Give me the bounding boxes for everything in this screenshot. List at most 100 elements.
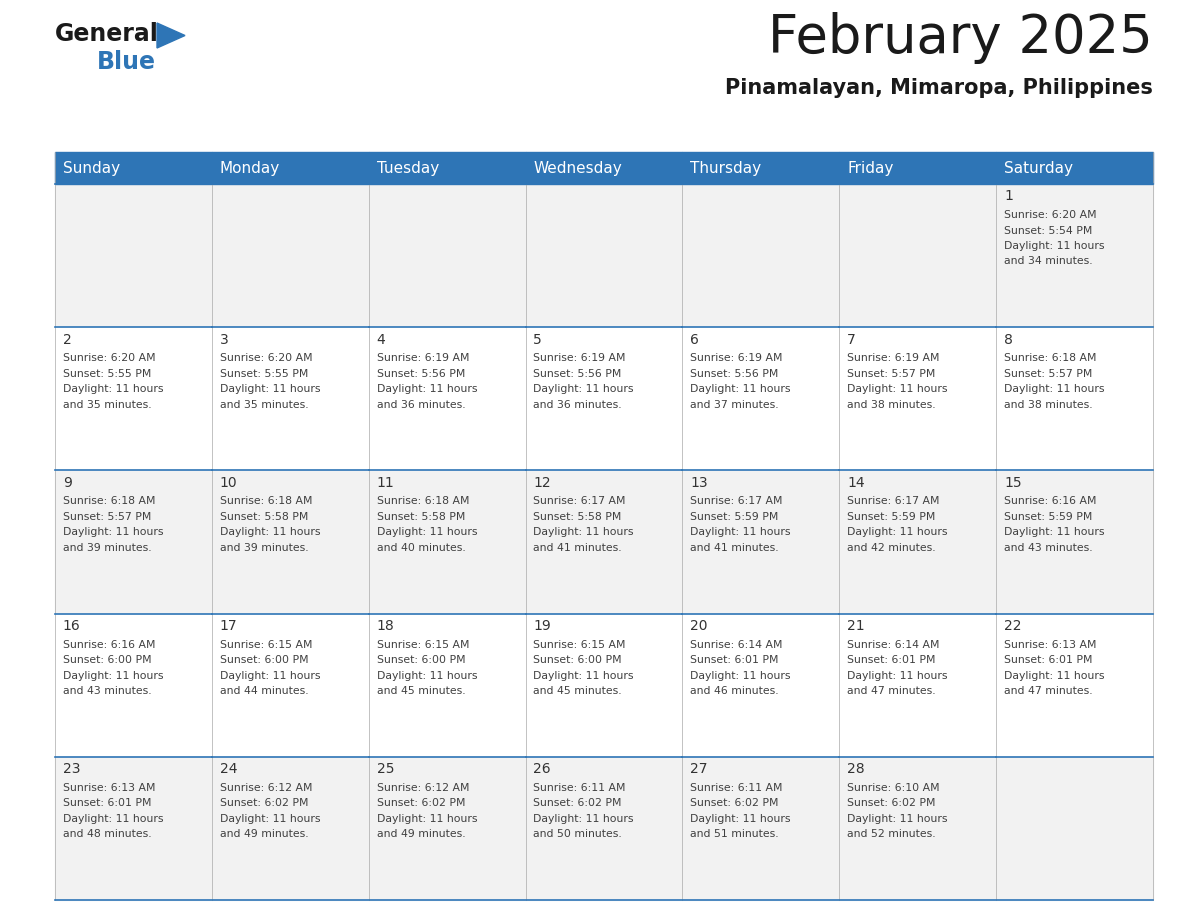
Text: Daylight: 11 hours: Daylight: 11 hours (690, 528, 791, 537)
Text: Sunrise: 6:12 AM: Sunrise: 6:12 AM (377, 783, 469, 793)
Text: Sunset: 5:57 PM: Sunset: 5:57 PM (63, 512, 151, 522)
Text: Sunrise: 6:16 AM: Sunrise: 6:16 AM (1004, 497, 1097, 507)
Text: Sunrise: 6:10 AM: Sunrise: 6:10 AM (847, 783, 940, 793)
Text: Sunrise: 6:15 AM: Sunrise: 6:15 AM (220, 640, 312, 650)
Text: 7: 7 (847, 332, 855, 347)
Text: Sunset: 5:58 PM: Sunset: 5:58 PM (220, 512, 308, 522)
Text: Sunset: 6:02 PM: Sunset: 6:02 PM (533, 799, 621, 809)
Text: 20: 20 (690, 619, 708, 633)
Text: Daylight: 11 hours: Daylight: 11 hours (533, 385, 634, 394)
Text: Daylight: 11 hours: Daylight: 11 hours (63, 385, 163, 394)
Text: Sunset: 5:56 PM: Sunset: 5:56 PM (377, 369, 465, 379)
Text: and 47 minutes.: and 47 minutes. (847, 686, 936, 696)
Text: 18: 18 (377, 619, 394, 633)
Text: and 35 minutes.: and 35 minutes. (220, 399, 309, 409)
Bar (55, 152, 211, 184)
Text: Sunset: 6:02 PM: Sunset: 6:02 PM (690, 799, 779, 809)
Text: Sunrise: 6:19 AM: Sunrise: 6:19 AM (847, 353, 940, 364)
Text: Sunrise: 6:18 AM: Sunrise: 6:18 AM (220, 497, 312, 507)
Text: 11: 11 (377, 476, 394, 490)
Text: and 52 minutes.: and 52 minutes. (847, 829, 936, 839)
Text: Daylight: 11 hours: Daylight: 11 hours (377, 813, 478, 823)
Bar (525, 184, 682, 327)
Text: and 38 minutes.: and 38 minutes. (1004, 399, 1093, 409)
Text: Daylight: 11 hours: Daylight: 11 hours (1004, 385, 1105, 394)
Text: and 49 minutes.: and 49 minutes. (220, 829, 309, 839)
Text: 12: 12 (533, 476, 551, 490)
Text: Sunrise: 6:14 AM: Sunrise: 6:14 AM (847, 640, 940, 650)
Bar (839, 152, 997, 184)
Text: Daylight: 11 hours: Daylight: 11 hours (1004, 528, 1105, 537)
Text: Sunset: 5:57 PM: Sunset: 5:57 PM (847, 369, 935, 379)
Bar (997, 470, 1154, 613)
Bar (525, 470, 682, 613)
Text: and 45 minutes.: and 45 minutes. (533, 686, 623, 696)
Text: and 36 minutes.: and 36 minutes. (377, 399, 466, 409)
Text: Daylight: 11 hours: Daylight: 11 hours (690, 813, 791, 823)
Bar (682, 152, 839, 184)
Text: Sunset: 6:01 PM: Sunset: 6:01 PM (690, 655, 779, 666)
Text: Wednesday: Wednesday (533, 161, 623, 175)
Text: Daylight: 11 hours: Daylight: 11 hours (1004, 241, 1105, 251)
Text: and 39 minutes.: and 39 minutes. (63, 543, 151, 553)
Text: Sunset: 5:55 PM: Sunset: 5:55 PM (63, 369, 151, 379)
Bar (211, 756, 368, 900)
Text: 4: 4 (377, 332, 385, 347)
Text: Sunrise: 6:19 AM: Sunrise: 6:19 AM (377, 353, 469, 364)
Bar (525, 613, 682, 756)
Bar (525, 152, 682, 184)
Text: Daylight: 11 hours: Daylight: 11 hours (63, 671, 163, 680)
Bar (211, 152, 368, 184)
Text: 16: 16 (63, 619, 81, 633)
Bar (839, 327, 997, 470)
Text: Daylight: 11 hours: Daylight: 11 hours (377, 671, 478, 680)
Text: Sunset: 6:01 PM: Sunset: 6:01 PM (63, 799, 151, 809)
Text: and 38 minutes.: and 38 minutes. (847, 399, 936, 409)
Text: Sunrise: 6:11 AM: Sunrise: 6:11 AM (533, 783, 626, 793)
Text: 25: 25 (377, 762, 394, 777)
Text: Sunrise: 6:19 AM: Sunrise: 6:19 AM (690, 353, 783, 364)
Bar (682, 756, 839, 900)
Text: 3: 3 (220, 332, 228, 347)
Text: Sunrise: 6:17 AM: Sunrise: 6:17 AM (533, 497, 626, 507)
Text: and 51 minutes.: and 51 minutes. (690, 829, 779, 839)
Text: Daylight: 11 hours: Daylight: 11 hours (847, 385, 948, 394)
Bar (682, 613, 839, 756)
Text: 14: 14 (847, 476, 865, 490)
Text: Sunset: 5:59 PM: Sunset: 5:59 PM (690, 512, 778, 522)
Bar (55, 756, 211, 900)
Text: Sunrise: 6:12 AM: Sunrise: 6:12 AM (220, 783, 312, 793)
Text: Daylight: 11 hours: Daylight: 11 hours (377, 528, 478, 537)
Text: and 42 minutes.: and 42 minutes. (847, 543, 936, 553)
Bar (682, 184, 839, 327)
Bar (525, 327, 682, 470)
Text: Daylight: 11 hours: Daylight: 11 hours (690, 671, 791, 680)
Text: Sunset: 6:00 PM: Sunset: 6:00 PM (377, 655, 466, 666)
Bar (368, 327, 525, 470)
Text: Daylight: 11 hours: Daylight: 11 hours (63, 813, 163, 823)
Bar (368, 756, 525, 900)
Text: Sunrise: 6:20 AM: Sunrise: 6:20 AM (1004, 210, 1097, 220)
Text: Sunrise: 6:20 AM: Sunrise: 6:20 AM (220, 353, 312, 364)
Text: Sunday: Sunday (63, 161, 120, 175)
Text: Sunset: 6:00 PM: Sunset: 6:00 PM (220, 655, 309, 666)
Bar (55, 184, 211, 327)
Text: Daylight: 11 hours: Daylight: 11 hours (847, 813, 948, 823)
Text: 5: 5 (533, 332, 542, 347)
Text: Daylight: 11 hours: Daylight: 11 hours (847, 528, 948, 537)
Text: 8: 8 (1004, 332, 1013, 347)
Text: Daylight: 11 hours: Daylight: 11 hours (220, 385, 321, 394)
Text: 17: 17 (220, 619, 238, 633)
Text: Sunrise: 6:11 AM: Sunrise: 6:11 AM (690, 783, 783, 793)
Bar (997, 184, 1154, 327)
Bar (839, 613, 997, 756)
Text: Sunrise: 6:17 AM: Sunrise: 6:17 AM (847, 497, 940, 507)
Text: 10: 10 (220, 476, 238, 490)
Text: Blue: Blue (97, 50, 156, 74)
Text: and 45 minutes.: and 45 minutes. (377, 686, 466, 696)
Bar (839, 184, 997, 327)
Text: Daylight: 11 hours: Daylight: 11 hours (533, 671, 634, 680)
Text: Daylight: 11 hours: Daylight: 11 hours (533, 813, 634, 823)
Text: Daylight: 11 hours: Daylight: 11 hours (1004, 671, 1105, 680)
Bar (211, 470, 368, 613)
